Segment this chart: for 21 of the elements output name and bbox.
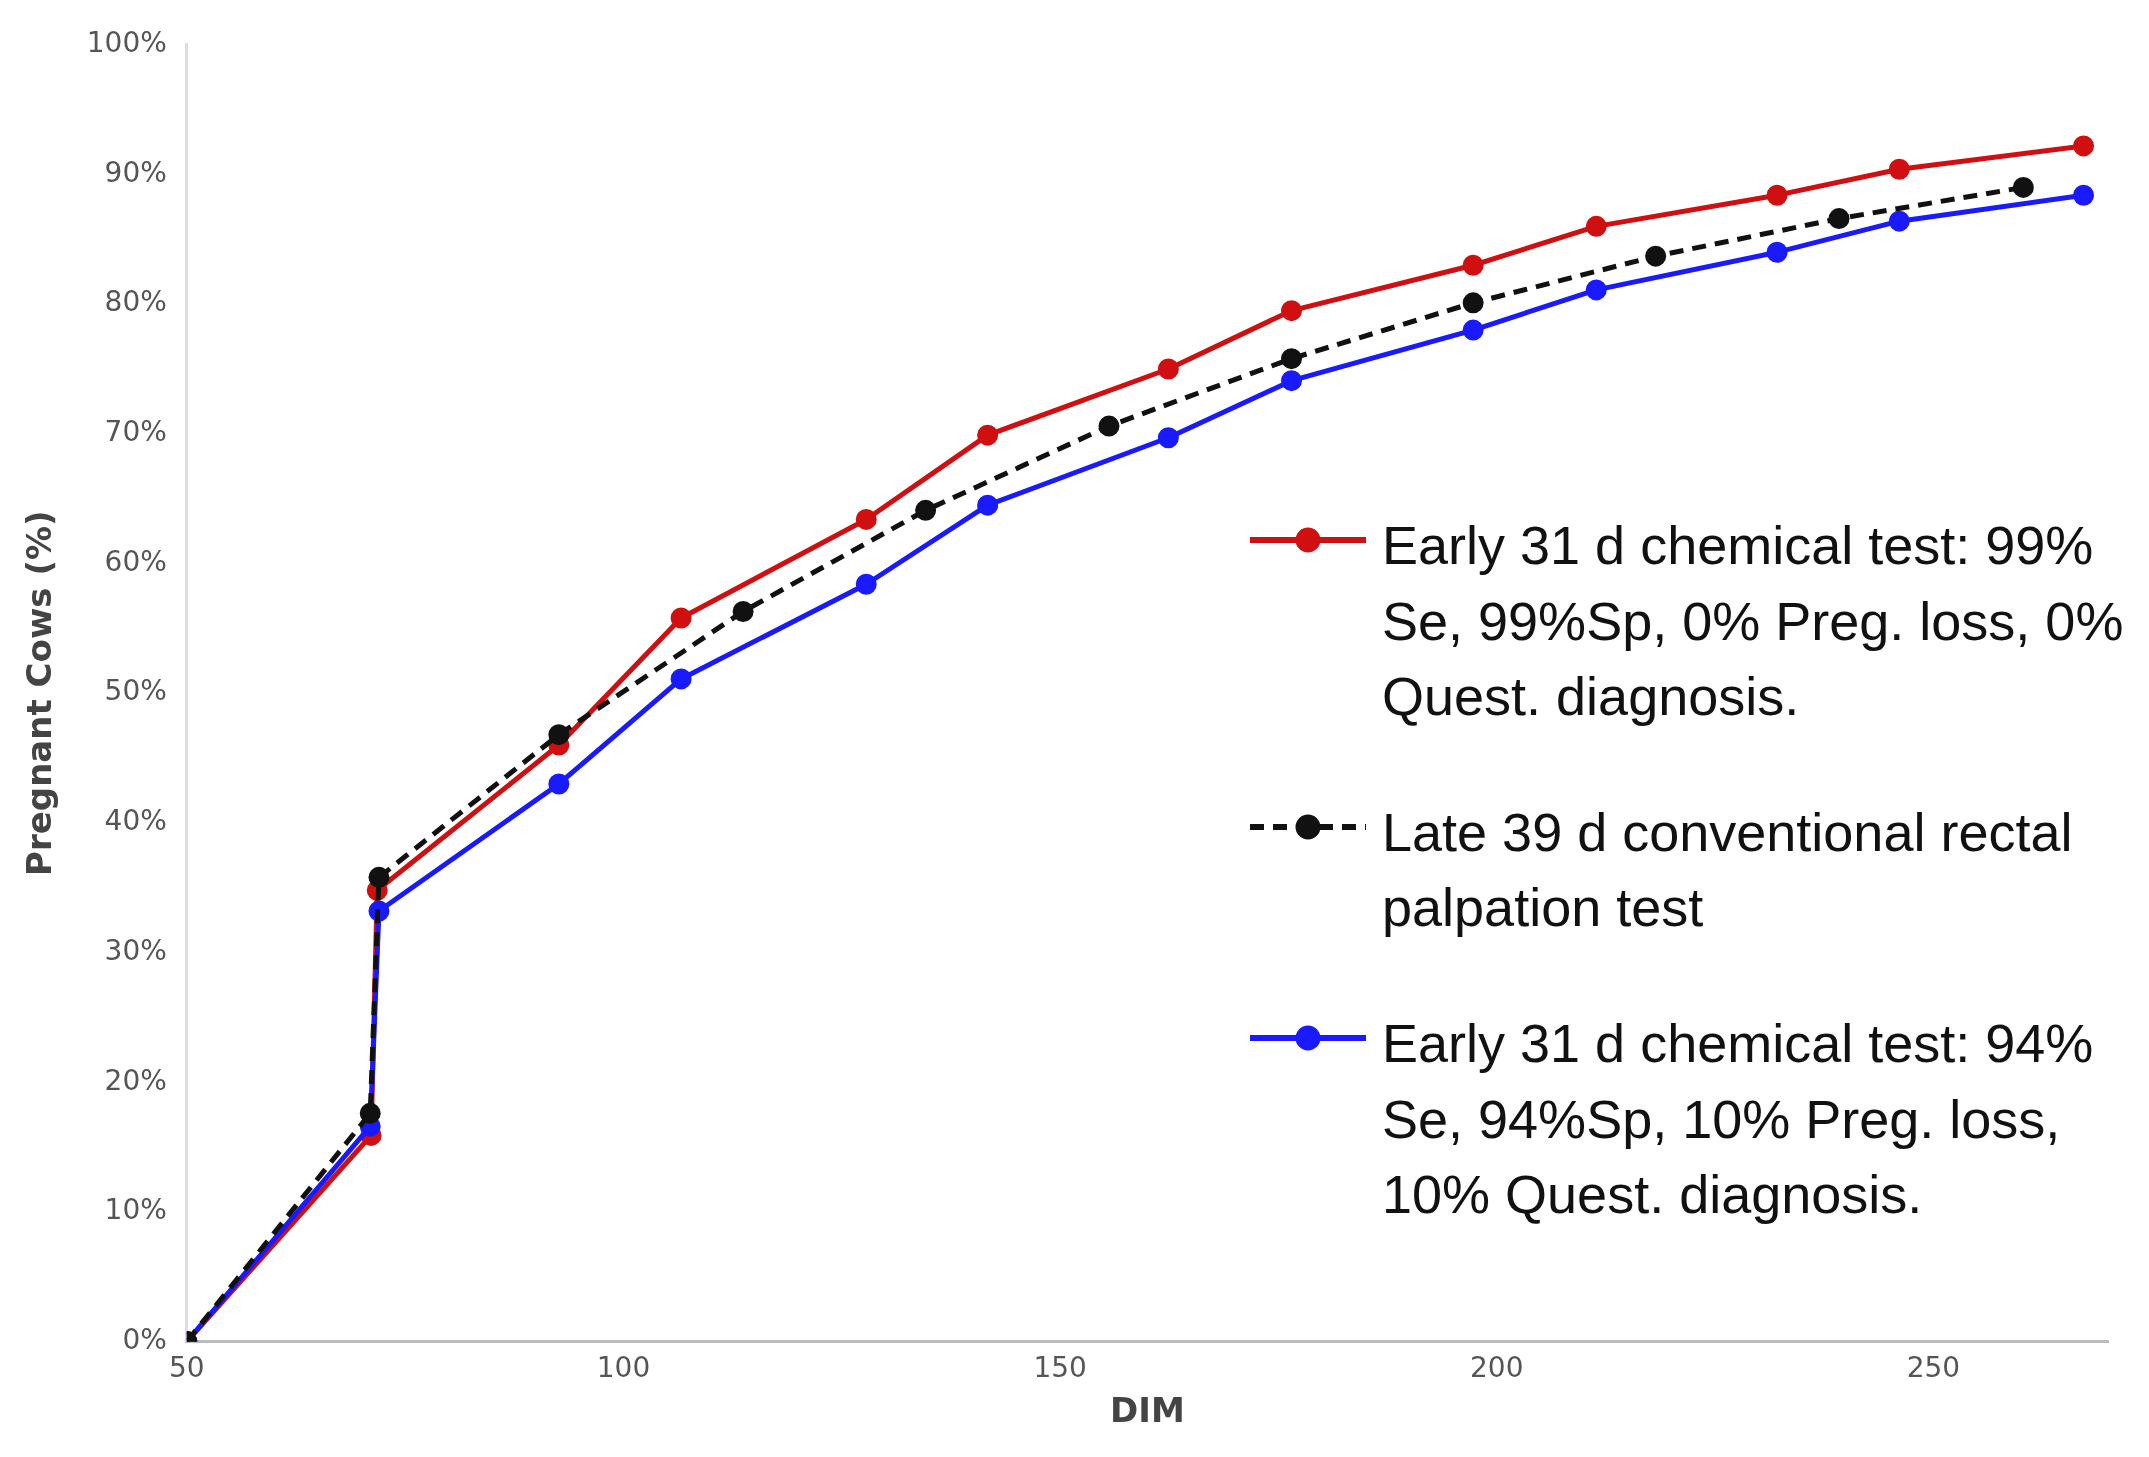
y-tick-label: 0%: [122, 1322, 167, 1356]
legend-label: Early 31 d chemical test: 94% Se, 94%Sp, 10% Preg. loss, 10% Quest. diagnosis.: [1382, 1011, 2095, 1227]
y-tick-label: 70%: [104, 415, 167, 449]
x-axis-title: DIM: [1110, 1390, 1185, 1431]
y-tick-label: 60%: [104, 544, 167, 578]
x-tick-label: 200: [1470, 1350, 1524, 1384]
y-axis-title: Pregnant Cows (%): [19, 510, 60, 876]
legend-label: Late 39 d conventional rectal palpation test: [1382, 800, 2074, 940]
legend-label: Early 31 d chemical test: 99% Se, 99%Sp, 0% Preg. loss, 0% Quest. diagnosis.: [1382, 514, 2125, 729]
x-tick-label: 150: [1033, 1350, 1087, 1384]
y-tick-label: 100%: [86, 26, 167, 60]
x-tick-label: 50: [169, 1350, 205, 1384]
y-tick-label: 30%: [104, 933, 167, 967]
y-tick-label: 10%: [104, 1193, 167, 1227]
y-tick-label: 40%: [104, 804, 167, 838]
y-tick-label: 90%: [104, 155, 167, 189]
y-tick-label: 20%: [104, 1063, 167, 1097]
y-tick-label: 50%: [104, 674, 167, 708]
y-tick-label: 80%: [104, 285, 167, 319]
x-tick-label: 100: [596, 1350, 651, 1384]
x-tick-label: 250: [1906, 1350, 1961, 1384]
